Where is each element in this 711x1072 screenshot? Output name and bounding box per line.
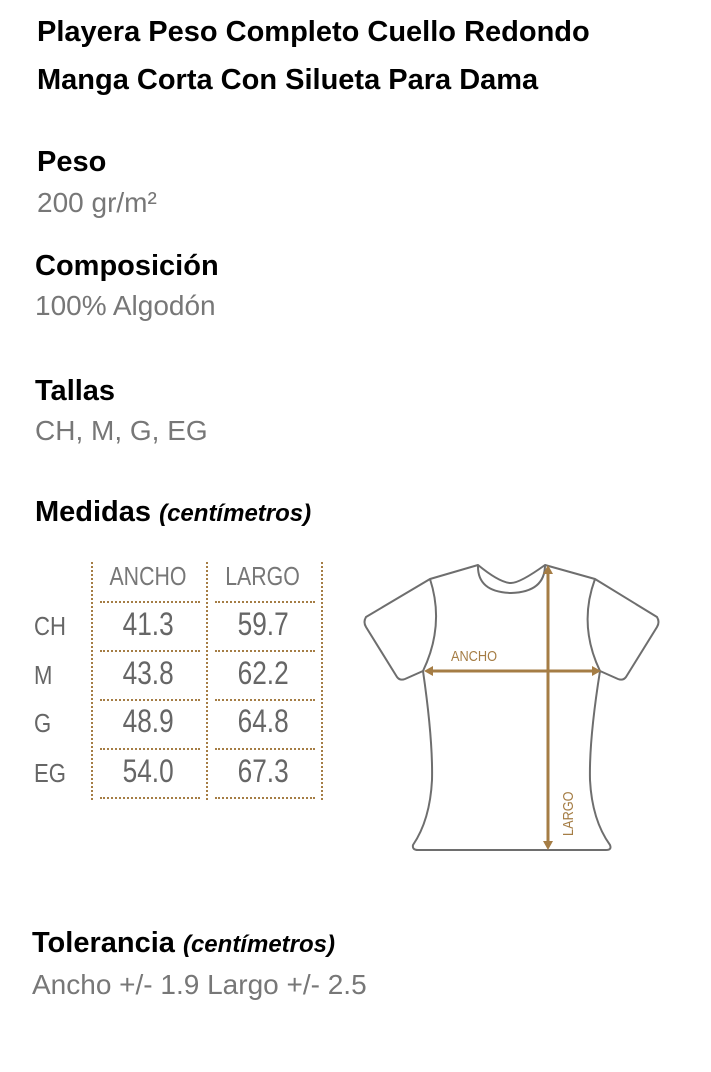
tallas-value: CH, M, G, EG	[35, 415, 208, 446]
arrowhead-icon	[592, 666, 601, 676]
table-divider	[206, 562, 208, 800]
table-divider	[215, 601, 315, 603]
row-size-g: G	[34, 708, 52, 738]
arrowhead-icon	[543, 841, 553, 850]
largo-cell: 64.8	[237, 703, 289, 739]
largo-diagram-label: LARGO	[559, 791, 576, 836]
table-divider	[100, 797, 200, 799]
medidas-label: Medidas	[35, 496, 152, 528]
table-divider	[215, 650, 315, 652]
column-header-ancho: ANCHO	[109, 561, 187, 591]
ancho-cell: 41.3	[122, 606, 174, 642]
row-size-m: M	[34, 660, 53, 690]
row-size-ch: CH	[34, 611, 66, 641]
composicion-label: Composición	[35, 250, 219, 282]
tolerancia-label: Tolerancia	[32, 927, 175, 959]
measure-arrows	[424, 565, 601, 850]
largo-cell: 59.7	[237, 606, 289, 642]
table-divider	[100, 748, 200, 750]
medidas-unit: (centímetros)	[159, 500, 312, 527]
table-divider	[100, 601, 200, 603]
peso-value: 200 gr/m²	[37, 187, 157, 218]
table-divider	[215, 699, 315, 701]
tolerancia-unit: (centímetros)	[182, 931, 335, 958]
largo-cell: 62.2	[237, 655, 289, 691]
product-title-line-2: Manga Corta Con Silueta Para Dama	[37, 64, 539, 96]
tallas-label: Tallas	[35, 375, 116, 407]
product-title-line-1: Playera Peso Completo Cuello Redondo	[37, 16, 590, 48]
ancho-cell: 54.0	[122, 753, 174, 789]
ancho-cell: 43.8	[122, 655, 174, 691]
tolerancia-value: Ancho +/- 1.9 Largo +/- 2.5	[32, 969, 367, 1000]
composicion-value: 100% Algodón	[35, 290, 216, 321]
tshirt-outline	[363, 564, 660, 851]
table-divider	[91, 562, 93, 800]
ancho-cell: 48.9	[122, 703, 174, 739]
peso-label: Peso	[37, 146, 107, 178]
medidas-heading: Medidas (centímetros)	[35, 496, 311, 529]
table-divider	[100, 650, 200, 652]
arrowhead-icon	[424, 666, 433, 676]
ancho-diagram-label: ANCHO	[451, 647, 497, 664]
table-divider	[215, 797, 315, 799]
table-divider	[215, 748, 315, 750]
arrowhead-icon	[543, 565, 553, 574]
table-divider	[100, 699, 200, 701]
largo-cell: 67.3	[237, 753, 289, 789]
table-divider	[321, 562, 323, 800]
tolerancia-heading: Tolerancia (centímetros)	[32, 927, 335, 960]
column-header-largo: LARGO	[225, 561, 301, 591]
row-size-eg: EG	[34, 758, 66, 788]
